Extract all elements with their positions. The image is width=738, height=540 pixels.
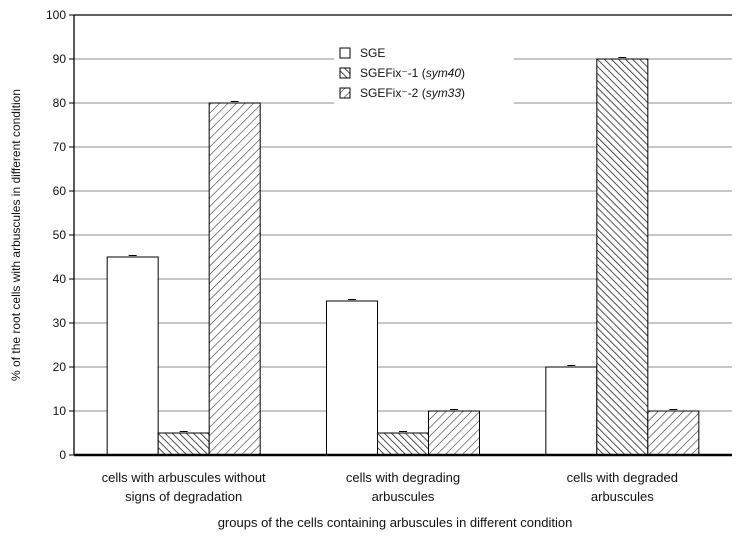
y-tick-label: 40 bbox=[53, 272, 67, 286]
bar-3-3 bbox=[647, 410, 700, 456]
x-tick-label: signs of degradation bbox=[125, 489, 242, 504]
bar-3-2 bbox=[428, 410, 480, 456]
bar-2-3 bbox=[596, 58, 649, 456]
legend-label-2: SGEFix⁻-1 (sym40) bbox=[360, 66, 465, 80]
bar-2-1 bbox=[157, 432, 210, 456]
legend-label-1: SGE bbox=[360, 46, 385, 60]
y-tick-label: 100 bbox=[46, 8, 66, 22]
y-tick-label: 80 bbox=[53, 96, 67, 110]
y-tick-label: 10 bbox=[53, 404, 67, 418]
y-tick-label: 70 bbox=[53, 140, 67, 154]
x-tick-label: cells with arbuscules without bbox=[102, 470, 266, 485]
legend-swatch-2 bbox=[339, 67, 351, 79]
axes bbox=[69, 14, 732, 457]
x-axis-label: groups of the cells containing arbuscule… bbox=[218, 515, 573, 530]
bar-2-2 bbox=[377, 432, 429, 456]
bar-1-2 bbox=[326, 300, 378, 456]
bars bbox=[106, 57, 700, 456]
legend-background bbox=[334, 43, 514, 109]
x-tick-label: arbuscules bbox=[591, 489, 654, 504]
bar-3-1 bbox=[208, 102, 261, 456]
y-tick-label: 50 bbox=[53, 228, 67, 242]
y-tick-label: 30 bbox=[53, 316, 67, 330]
bar-1-1 bbox=[106, 256, 159, 456]
bar-1-3 bbox=[545, 366, 598, 456]
legend-swatch-1 bbox=[339, 47, 351, 59]
legend-swatch-3 bbox=[339, 87, 351, 99]
y-axis-label: % of the root cells with arbuscules in d… bbox=[9, 89, 23, 381]
legend: SGE SGEFix⁻-1 (sym40) SGEFix⁻-2 (sym33) bbox=[334, 43, 514, 109]
y-tick-label: 20 bbox=[53, 360, 67, 374]
legend-label-3: SGEFix⁻-2 (sym33) bbox=[360, 86, 465, 100]
y-tick-labels: 0 10 20 30 40 50 60 70 80 90 100 bbox=[46, 8, 66, 462]
y-tick-label: 90 bbox=[53, 52, 67, 66]
x-tick-label: cells with degrading bbox=[346, 470, 460, 485]
x-tick-label: cells with degraded bbox=[567, 470, 678, 485]
y-tick-label: 60 bbox=[53, 184, 67, 198]
y-tick-label: 0 bbox=[59, 448, 66, 462]
x-category-labels: cells with arbuscules without signs of de… bbox=[102, 470, 678, 504]
x-tick-label: arbuscules bbox=[372, 489, 435, 504]
